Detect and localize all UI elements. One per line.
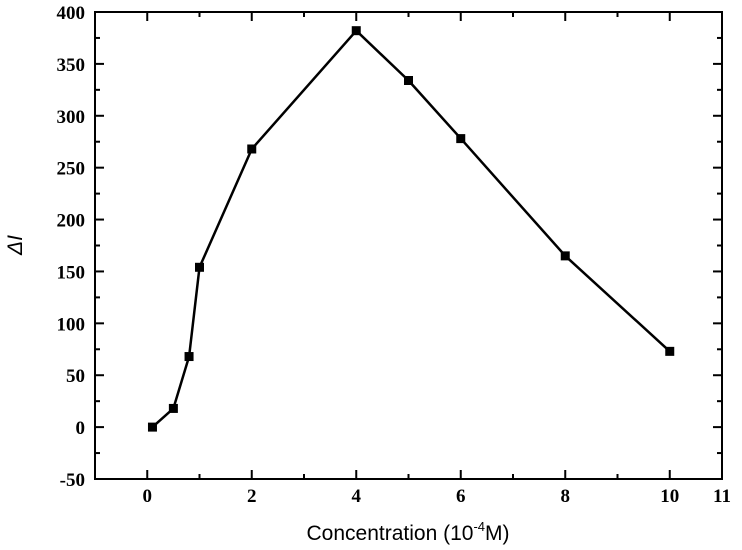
x-axis-title-superscript: -4 xyxy=(473,519,485,534)
data-point xyxy=(247,144,257,154)
data-point xyxy=(456,134,466,144)
y-tick-label: 250 xyxy=(57,159,86,180)
x-tick-label: 2 xyxy=(247,486,257,507)
x-tick-label: 6 xyxy=(456,486,466,507)
y-tick-label: 400 xyxy=(57,3,86,24)
y-tick-label: 350 xyxy=(57,55,86,76)
x-axis-title-suffix: M) xyxy=(485,522,510,545)
y-axis-title: ΔI xyxy=(4,235,27,256)
y-tick-label: 100 xyxy=(57,314,86,335)
data-point xyxy=(168,403,178,413)
data-point xyxy=(147,422,157,432)
y-tick-label: -50 xyxy=(60,470,85,491)
x-tick-label: 8 xyxy=(561,486,571,507)
y-tick-label: 200 xyxy=(57,211,86,232)
x-axis-title-text: Concentration (10 xyxy=(307,522,474,545)
x-tick-label: 10 xyxy=(660,486,679,507)
data-point xyxy=(404,75,413,85)
y-tick-label: 150 xyxy=(57,262,86,283)
series-layer xyxy=(147,26,675,432)
data-point xyxy=(560,251,570,261)
axis-ticks: 0 2 4 6 8 10 11 -50 0 50 100 150 200 250 300 350 400 xyxy=(57,3,731,507)
y-tick-label: 50 xyxy=(66,366,85,387)
x-tick-label: 4 xyxy=(352,486,362,507)
series-line xyxy=(151,29,671,429)
data-point xyxy=(665,346,675,356)
data-point xyxy=(351,26,361,36)
x-axis-title: Concentration (10-4M) xyxy=(307,519,510,545)
y-tick-label: 300 xyxy=(57,107,86,128)
x-tick-label: 0 xyxy=(143,486,153,507)
data-point xyxy=(195,262,204,272)
y-tick-label: 0 xyxy=(76,418,86,439)
data-point xyxy=(184,352,194,362)
x-tick-label: 11 xyxy=(713,486,731,507)
